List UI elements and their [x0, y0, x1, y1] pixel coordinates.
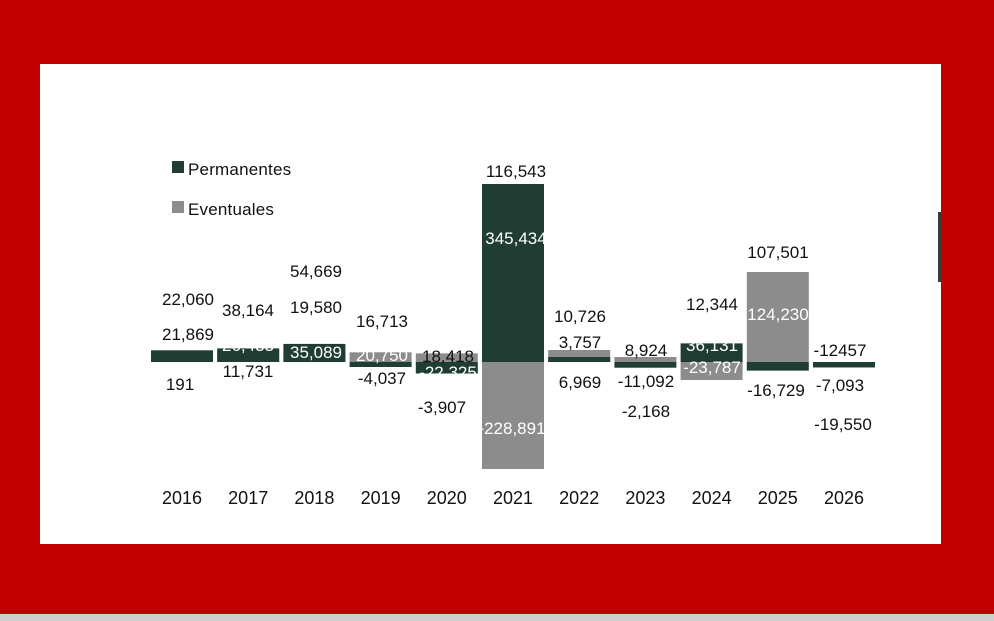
x-tick-2026: 2026: [824, 488, 864, 508]
x-tick-2022: 2022: [559, 488, 599, 508]
bar-eventuales-2021: [482, 362, 544, 469]
label-permanentes-2025: 124,230: [747, 305, 808, 324]
label-total-2025: 107,501: [747, 243, 808, 262]
x-tick-2024: 2024: [692, 488, 732, 508]
label-permanentes-2021: 345,434: [485, 229, 546, 248]
label-eventuales-2018: 35,089: [290, 343, 342, 362]
legend-label-permanentes: Permanentes: [188, 160, 291, 179]
label-permanentes-2023: -11,092: [618, 372, 674, 391]
legend: Permanentes Eventuales: [172, 160, 291, 219]
labels-group: 22,060 21,869 191 38,164 26,433 11,731 54,669 1…: [162, 162, 872, 438]
label-eventuales-2021: -228,891: [478, 419, 545, 438]
label-permanentes-2026: -7,093: [816, 376, 864, 395]
bar-eventuales-2025: [746, 272, 809, 362]
label-permanentes-2020: -22,325: [419, 363, 477, 382]
x-tick-2017: 2017: [228, 488, 268, 508]
label-eventuales-2026: -19,550: [814, 415, 872, 434]
bar-eventuales-2024: [680, 362, 743, 380]
label-total-2020: 18,418: [422, 347, 474, 366]
label-eventuales-2025: -16,729: [747, 381, 805, 400]
label-total-2022: 10,726: [554, 307, 606, 326]
label-eventuales-2024: -23,787: [683, 358, 741, 377]
bar-permanentes-2019: [349, 362, 412, 367]
x-tick-2018: 2018: [294, 488, 334, 508]
label-eventuales-2016: 191: [166, 375, 194, 394]
label-total-2019: 16,713: [356, 312, 408, 331]
label-eventuales-2017: 11,731: [223, 362, 274, 381]
legend-label-eventuales: Eventuales: [188, 200, 274, 219]
label-total-2016: 22,060: [162, 290, 214, 309]
x-axis-labels: 2016 2017 2018 2019 2020 2021 2022 2023 2024 2025…: [162, 488, 864, 508]
x-tick-2023: 2023: [625, 488, 665, 508]
label-permanentes-2024: 36,131: [686, 336, 738, 355]
legend-swatch-permanentes: [172, 161, 184, 173]
bar-eventuales-2019: [349, 352, 412, 362]
label-total-2026: -12457: [814, 341, 867, 360]
bar-permanentes-2020: [415, 362, 478, 374]
bar-permanentes-2018: [283, 343, 346, 362]
bar-permanentes-2022: [548, 357, 611, 362]
bar-permanentes-2026: [813, 362, 875, 367]
label-permanentes-2016: 21,869: [162, 325, 214, 344]
bottom-strip: [0, 614, 994, 621]
bar-permanentes-2024: [680, 343, 743, 362]
label-permanentes-2019: 20,750: [356, 346, 408, 365]
bar-eventuales-2023: [614, 357, 677, 362]
bar-permanentes-2023: [614, 362, 677, 368]
label-permanentes-2017: 26,433: [222, 336, 274, 355]
bars-group: [151, 184, 875, 469]
label-total-2024: 12,344: [686, 295, 738, 314]
x-tick-2021: 2021: [493, 488, 533, 508]
label-total-2017: 38,164: [222, 301, 274, 320]
label-eventuales-2023: -2,168: [622, 402, 670, 421]
x-tick-2016: 2016: [162, 488, 202, 508]
edge-mark: [938, 212, 941, 282]
label-eventuales-2020: -3,907: [418, 398, 466, 417]
label-total-2021: 116,543: [486, 162, 546, 181]
legend-swatch-eventuales: [172, 201, 184, 213]
label-permanentes-2018: 19,580: [290, 298, 342, 317]
bar-permanentes-2017: [217, 348, 280, 362]
x-tick-2025: 2025: [758, 488, 798, 508]
label-eventuales-2019: -4,037: [358, 369, 406, 388]
x-tick-2019: 2019: [361, 488, 401, 508]
label-total-2023: 8,924: [625, 341, 668, 360]
bar-permanentes-2021: [482, 184, 544, 362]
x-tick-2020: 2020: [427, 488, 467, 508]
bar-permanentes-2025: [746, 362, 809, 371]
label-total-2018: 54,669: [290, 262, 342, 281]
bar-eventuales-2020: [415, 353, 478, 362]
label-permanentes-2022: 3,757: [559, 333, 602, 352]
bar-permanentes-2016: [151, 350, 213, 362]
label-eventuales-2022: 6,969: [559, 373, 602, 392]
